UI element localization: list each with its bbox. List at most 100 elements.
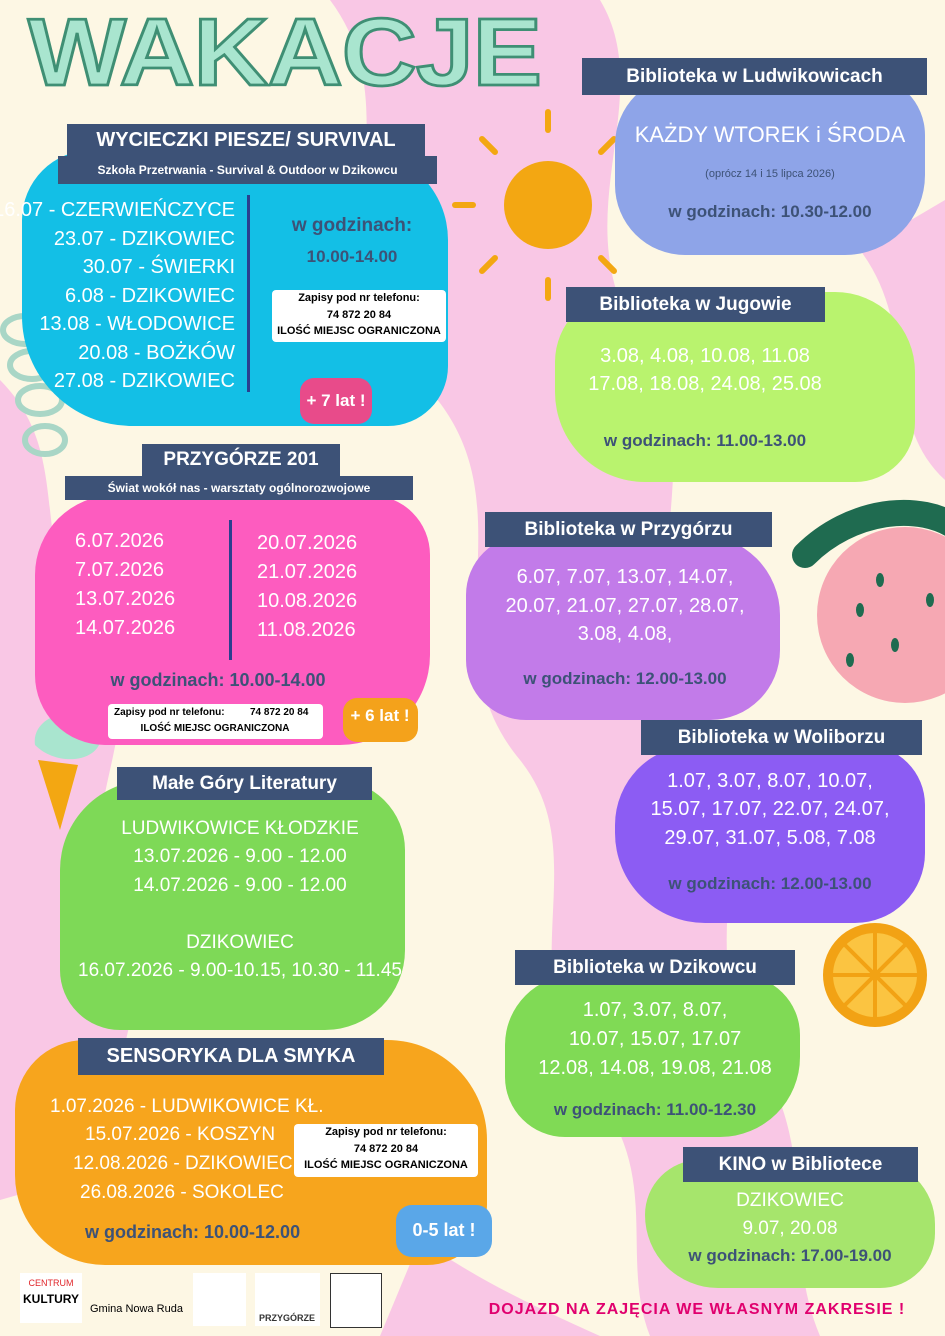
card — [555, 292, 915, 482]
line: 10.07, 15.07, 17.07 — [568, 1028, 742, 1050]
card — [505, 975, 800, 1137]
line: 1.07, 3.07, 8.07, — [582, 999, 728, 1021]
line: 13.07.2026 - 9.00 - 12.00 — [133, 845, 347, 867]
line: LUDWIKOWICE KŁODZKIE — [121, 817, 359, 839]
line: 3.08, 4.08, 10.08, 11.08 — [600, 345, 810, 367]
hours-label: w godzinach: — [291, 214, 413, 236]
heading: Biblioteka w Jugowie — [566, 287, 825, 322]
hours: w godzinach: 10.30-12.00 — [668, 201, 872, 221]
date: 11.08.2026 — [257, 619, 356, 641]
line: 14.07.2026 - 9.00 - 12.00 — [133, 874, 347, 896]
date: 6.08 - DZIKOWIEC — [64, 284, 235, 307]
line: 20.07, 21.07, 27.07, 28.07, — [505, 595, 745, 617]
card — [615, 745, 925, 923]
date: 15.07.2026 - KOSZYN — [85, 1124, 276, 1146]
logo-text: CENTRUM — [28, 1277, 74, 1288]
hours: w godzinach: 11.00-12.30 — [553, 1099, 757, 1119]
logo — [20, 1273, 82, 1323]
footer-note: DOJAZD NA ZAJĘCIA WE WŁASNYM ZAKRESIE ! — [488, 1301, 906, 1319]
heading: WYCIECZKI PIESZE/ SURVIVAL — [67, 124, 425, 156]
date: 21.07.2026 — [257, 561, 358, 583]
signup-phone: 74 872 20 84 — [250, 707, 309, 718]
signup-note: ILOŚĆ MIEJSC OGRANICZONA — [277, 325, 441, 338]
signup-box — [108, 704, 323, 739]
heading: Biblioteka w Dzikowcu — [515, 950, 795, 985]
logo — [193, 1273, 246, 1326]
line: KAŻDY WTOREK i ŚRODA — [634, 121, 906, 147]
signup-box — [294, 1124, 478, 1177]
line: (oprócz 14 i 15 lipca 2026) — [705, 168, 835, 181]
date: 20.08 - BOŻKÓW — [78, 341, 235, 364]
card — [466, 535, 780, 720]
signup-label: Zapisy pod nr telefonu: — [114, 707, 225, 718]
heading: Biblioteka w Przygórzu — [485, 512, 772, 547]
date: 27.08 - DZIKOWIEC — [53, 370, 235, 392]
date: 16.07 - CZERWIEŃCZYCE — [0, 199, 235, 221]
line: 17.08, 18.08, 24.08, 25.08 — [588, 373, 822, 395]
subheading: Szkoła Przetrwania - Survival & Outdoor … — [58, 156, 437, 184]
logo-text: Gmina Nowa Ruda — [90, 1303, 183, 1316]
line: 3.08, 4.08, — [577, 623, 673, 645]
date: 14.07.2026 — [75, 617, 176, 639]
strawberry — [792, 499, 945, 703]
heading: SENSORYKA DLA SMYKA — [78, 1038, 384, 1075]
hours: w godzinach: 11.00-13.00 — [603, 430, 807, 450]
date: 7.07.2026 — [75, 559, 164, 581]
age: + 6 lat ! — [350, 705, 410, 725]
signup-label: Zapisy pod nr telefonu: — [325, 1126, 447, 1139]
line: 6.07, 7.07, 13.07, 14.07, — [516, 566, 734, 588]
heading: Małe Góry Literatury — [117, 767, 372, 800]
date: 30.07 - ŚWIERKI — [82, 256, 235, 278]
logo — [255, 1273, 320, 1326]
date: 1.07.2026 - LUDWIKOWICE KŁ. — [50, 1095, 324, 1117]
age: 0-5 lat ! — [412, 1220, 476, 1241]
line: 16.07.2026 - 9.00-10.15, 10.30 - 11.45 — [78, 959, 402, 981]
heading: Biblioteka w Woliborzu — [641, 720, 922, 755]
signup-phone: 74 872 20 84 — [326, 309, 392, 322]
card — [615, 75, 925, 255]
hours: 10.00-14.00 — [306, 246, 398, 266]
heading: KINO w Bibliotece — [683, 1147, 918, 1182]
date: 23.07 - DZIKOWIEC — [53, 227, 235, 250]
badge — [343, 698, 418, 742]
date: 12.08.2026 - DZIKOWIEC — [73, 1153, 293, 1174]
line: DZIKOWIEC — [736, 1189, 844, 1211]
hours: w godzinach: 10.00-14.00 — [110, 670, 326, 691]
line: 29.07, 31.07, 5.08, 7.08 — [664, 827, 876, 849]
date: 20.07.2026 — [257, 532, 358, 554]
signup-note: ILOŚĆ MIEJSC OGRANICZONA — [140, 723, 290, 734]
line: 12.08, 14.08, 19.08, 21.08 — [538, 1057, 772, 1079]
heading: Biblioteka w Ludwikowicach — [582, 58, 927, 95]
hours: w godzinach: 17.00-19.00 — [688, 1245, 892, 1265]
divider — [229, 520, 232, 660]
date: 10.08.2026 — [257, 590, 358, 612]
date: 6.07.2026 — [75, 530, 164, 552]
card — [22, 150, 448, 426]
signup-note: ILOŚĆ MIEJSC OGRANICZONA — [304, 1159, 468, 1172]
logo-text: KULTURY — [23, 1291, 79, 1306]
date: 13.07.2026 — [75, 588, 176, 610]
date: 26.08.2026 - SOKOLEC — [80, 1181, 284, 1203]
logo — [330, 1273, 382, 1328]
card — [60, 780, 405, 1030]
badge — [300, 378, 372, 424]
line: 1.07, 3.07, 8.07, 10.07, — [667, 770, 873, 792]
line: 9.07, 20.08 — [742, 1217, 838, 1239]
title: WAKACJE — [26, 0, 543, 106]
badge — [396, 1205, 492, 1257]
signup-box — [272, 290, 446, 342]
date: 13.08 - WŁODOWICE — [39, 313, 235, 335]
line: 15.07, 17.07, 22.07, 24.07, — [650, 798, 890, 820]
hours: w godzinach: 12.00-13.00 — [668, 873, 872, 893]
subheading: Świat wokół nas - warsztaty ogólnorozwoj… — [65, 476, 413, 500]
divider — [247, 195, 250, 392]
orange-slice — [823, 923, 927, 1027]
signup-phone: 74 872 20 84 — [353, 1143, 419, 1156]
signup-label: Zapisy pod nr telefonu: — [298, 292, 420, 305]
line: DZIKOWIEC — [186, 931, 294, 953]
age: + 7 lat ! — [306, 390, 366, 410]
hours: w godzinach: 12.00-13.00 — [523, 668, 727, 688]
hours: w godzinach: 10.00-12.00 — [85, 1222, 301, 1243]
heading: PRZYGÓRZE 201 — [142, 444, 340, 476]
